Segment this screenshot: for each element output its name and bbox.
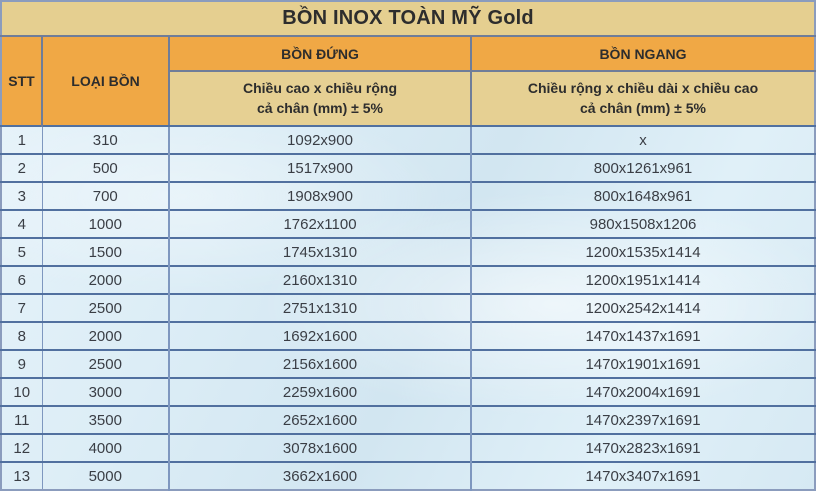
table-row: 2 500 1517x900 800x1261x961 [1,153,815,182]
col-group-bon-ngang: BỒN NGANG [470,36,815,72]
cell-loai-bon: 3500 [41,405,169,434]
cell-bon-dung: 1092x900 [168,125,471,154]
cell-loai-bon: 5000 [41,461,169,490]
cell-stt: 2 [1,153,42,182]
cell-loai-bon: 500 [41,153,169,182]
table-row: 5 1500 1745x1310 1200x1535x1414 [1,237,815,266]
table-row: 8 2000 1692x1600 1470x1437x1691 [1,321,815,350]
cell-bon-dung: 2160x1310 [168,265,471,294]
cell-bon-dung: 1745x1310 [168,237,471,266]
cell-bon-ngang: 1470x2004x1691 [470,377,815,406]
cell-bon-ngang: 800x1648x961 [470,181,815,210]
cell-stt: 9 [1,349,42,378]
table-row: 3 700 1908x900 800x1648x961 [1,181,815,210]
cell-bon-dung: 1517x900 [168,153,471,182]
cell-bon-dung: 1692x1600 [168,321,471,350]
cell-stt: 5 [1,237,42,266]
cell-bon-dung: 2751x1310 [168,293,471,322]
cell-bon-dung: 2652x1600 [168,405,471,434]
cell-bon-ngang: 1200x2542x1414 [470,293,815,322]
cell-loai-bon: 2000 [41,321,169,350]
cell-loai-bon: 700 [41,181,169,210]
page-title: BỒN INOX TOÀN MỸ Gold [1,1,815,37]
cell-bon-dung: 3662x1600 [168,461,471,490]
cell-bon-ngang: 1200x1535x1414 [470,237,815,266]
cell-loai-bon: 1500 [41,237,169,266]
table-row: 6 2000 2160x1310 1200x1951x1414 [1,265,815,294]
cell-loai-bon: 1000 [41,209,169,238]
cell-stt: 11 [1,405,42,434]
cell-loai-bon: 2500 [41,349,169,378]
cell-stt: 10 [1,377,42,406]
cell-bon-dung: 3078x1600 [168,433,471,462]
cell-bon-dung: 2259x1600 [168,377,471,406]
cell-bon-ngang: 1470x1437x1691 [470,321,815,350]
table-row: 13 5000 3662x1600 1470x3407x1691 [1,461,815,490]
table-row: 1 310 1092x900 x [1,125,815,154]
cell-stt: 12 [1,433,42,462]
cell-stt: 13 [1,461,42,490]
table-row: 7 2500 2751x1310 1200x2542x1414 [1,293,815,322]
cell-bon-ngang: 1200x1951x1414 [470,265,815,294]
col-subheader-bon-ngang: Chiều rộng x chiều dài x chiều cao cả ch… [470,71,815,127]
cell-bon-ngang: 1470x3407x1691 [470,461,815,490]
col-header-stt: STT [1,36,42,126]
title-row: BỒN INOX TOÀN MỸ Gold [1,1,815,37]
cell-stt: 3 [1,181,42,210]
col-group-bon-dung: BỒN ĐỨNG [168,36,471,72]
cell-loai-bon: 310 [41,125,169,154]
col-subheader-bon-dung: Chiều cao x chiều rộng cả chân (mm) ± 5% [168,71,471,127]
header-row: STT LOẠI BỒN BỒN ĐỨNG BỒN NGANG [1,36,815,126]
cell-bon-dung: 2156x1600 [168,349,471,378]
subheader-row: Chiều cao x chiều rộng cả chân (mm) ± 5%… [1,71,815,127]
cell-stt: 7 [1,293,42,322]
table-row: 9 2500 2156x1600 1470x1901x1691 [1,349,815,378]
cell-bon-ngang: 1470x2823x1691 [470,433,815,462]
cell-bon-ngang: 1470x2397x1691 [470,405,815,434]
cell-bon-ngang: x [470,125,815,154]
cell-loai-bon: 3000 [41,377,169,406]
col-header-loai-bon: LOẠI BỒN [41,36,169,126]
cell-bon-dung: 1908x900 [168,181,471,210]
cell-bon-ngang: 980x1508x1206 [470,209,815,238]
cell-stt: 6 [1,265,42,294]
table-row: 10 3000 2259x1600 1470x2004x1691 [1,377,815,406]
cell-stt: 4 [1,209,42,238]
table-row: 12 4000 3078x1600 1470x2823x1691 [1,433,815,462]
table-body: 1 310 1092x900 x 2 500 1517x900 800x1261… [1,125,815,490]
cell-loai-bon: 4000 [41,433,169,462]
table-row: 11 3500 2652x1600 1470x2397x1691 [1,405,815,434]
cell-loai-bon: 2500 [41,293,169,322]
cell-bon-ngang: 800x1261x961 [470,153,815,182]
table-row: 4 1000 1762x1100 980x1508x1206 [1,209,815,238]
cell-bon-ngang: 1470x1901x1691 [470,349,815,378]
cell-stt: 1 [1,125,42,154]
cell-loai-bon: 2000 [41,265,169,294]
cell-stt: 8 [1,321,42,350]
cell-bon-dung: 1762x1100 [168,209,471,238]
